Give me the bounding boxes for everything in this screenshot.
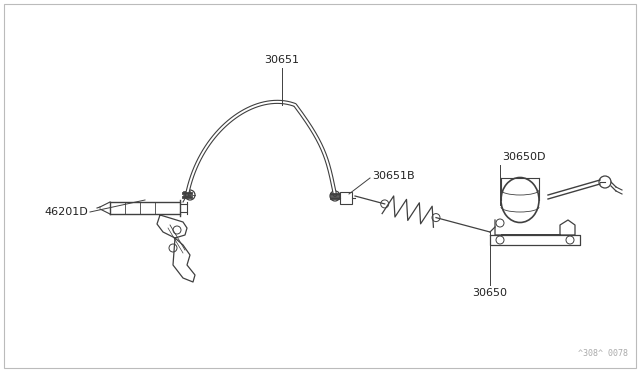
Text: 30651: 30651 [264, 55, 300, 65]
Text: ^308^ 0078: ^308^ 0078 [578, 349, 628, 358]
Bar [340, 192, 352, 204]
Text: 30650D: 30650D [502, 152, 545, 162]
Text: 46201D: 46201D [44, 207, 88, 217]
Text: 30651B: 30651B [372, 171, 415, 181]
Text: 30650: 30650 [472, 288, 508, 298]
